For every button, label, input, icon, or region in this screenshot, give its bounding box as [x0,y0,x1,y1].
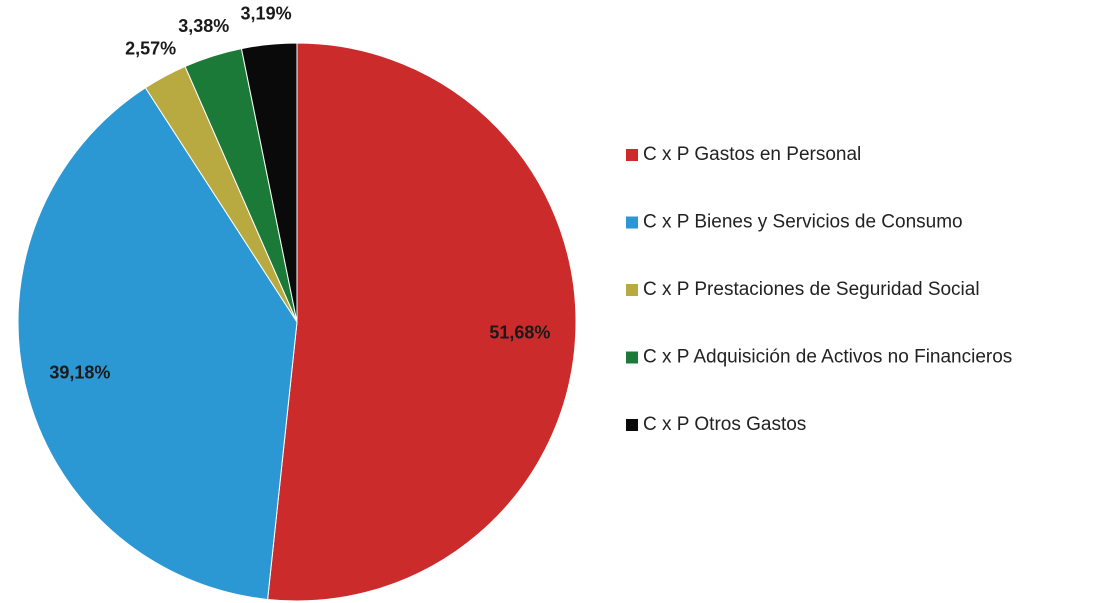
legend-swatch [626,351,638,364]
data-label: 39,18% [49,363,110,383]
legend-label: C x P Adquisición de Activos no Financie… [643,347,1012,368]
legend-swatch [626,419,638,431]
legend-swatch [626,216,638,229]
pie-slice [267,42,577,602]
data-label: 3,38% [178,16,229,36]
data-label: 3,19% [241,3,292,23]
legend-label: C x P Prestaciones de Seguridad Social [643,279,980,300]
data-label: 2,57% [125,39,176,59]
pie-slice [240,42,298,323]
legend-label: C x P Otros Gastos [643,414,806,435]
data-label: 51,68% [489,323,550,343]
legend-label: C x P Bienes y Servicios de Consumo [643,212,963,233]
legend-swatch [626,284,638,296]
legend-swatch [626,149,638,161]
pie-slice [17,87,298,600]
legend-label: C x P Gastos en Personal [643,144,861,165]
